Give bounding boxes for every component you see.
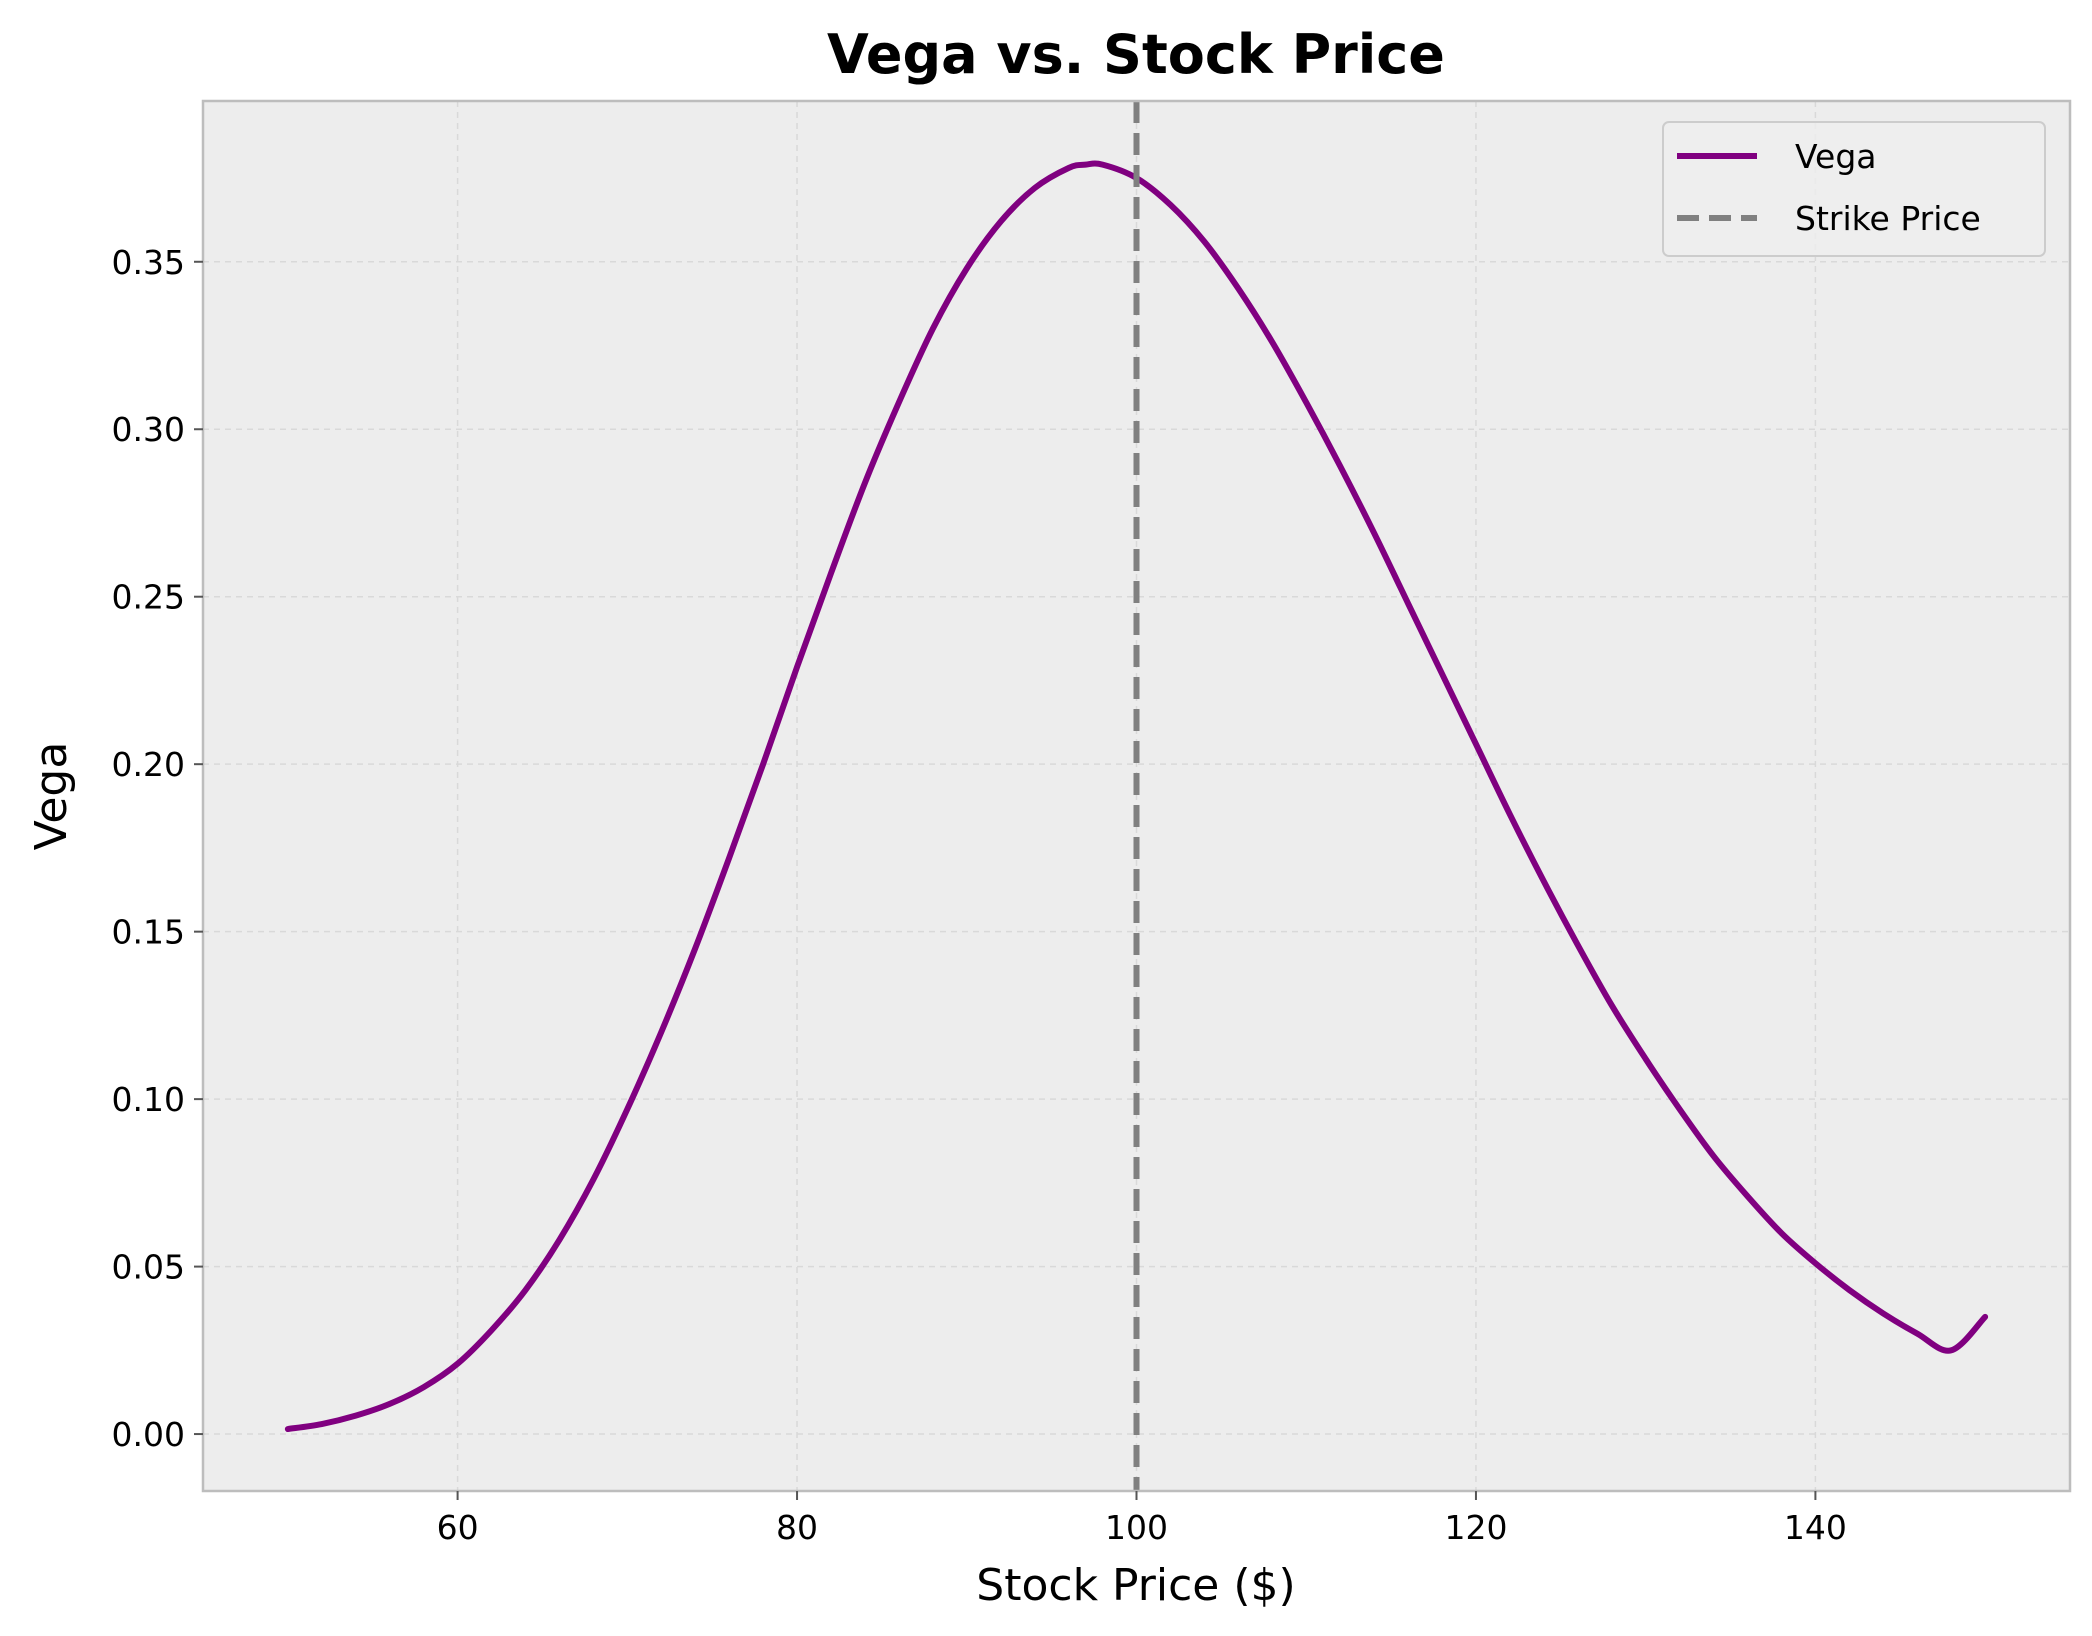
grid bbox=[203, 101, 2070, 1491]
legend: Vega Strike Price bbox=[1662, 121, 2046, 257]
y-tick-label: 0.25 bbox=[112, 578, 185, 617]
legend-vega-label: Vega bbox=[1795, 137, 1877, 176]
y-axis-label: Vega bbox=[26, 742, 77, 851]
y-tick-label: 0.35 bbox=[112, 243, 185, 282]
x-axis-label: Stock Price ($) bbox=[976, 1560, 1295, 1611]
y-tick-label: 0.20 bbox=[112, 745, 185, 784]
ticks: 60 80 100 120 140 0.00 0.05 0.10 0.15 0.20 0.25 0.3… bbox=[112, 243, 1847, 1547]
y-tick-label: 0.00 bbox=[112, 1415, 185, 1454]
y-tick-label: 0.30 bbox=[112, 410, 185, 449]
x-tick-label: 120 bbox=[1444, 1508, 1507, 1547]
legend-box bbox=[1662, 121, 2046, 257]
legend-strike-label: Strike Price bbox=[1795, 199, 1981, 238]
series-layer bbox=[284, 101, 1989, 1491]
chart-title: Vega vs. Stock Price bbox=[827, 23, 1445, 86]
vega-series-line bbox=[284, 160, 1989, 1433]
y-tick-label: 0.10 bbox=[112, 1080, 185, 1119]
x-tick-label: 60 bbox=[437, 1508, 479, 1547]
y-tick-label: 0.15 bbox=[112, 913, 185, 952]
x-tick-label: 140 bbox=[1784, 1508, 1847, 1547]
x-tick-label: 100 bbox=[1105, 1508, 1168, 1547]
x-tick-label: 80 bbox=[776, 1508, 818, 1547]
y-tick-label: 0.05 bbox=[112, 1248, 185, 1287]
